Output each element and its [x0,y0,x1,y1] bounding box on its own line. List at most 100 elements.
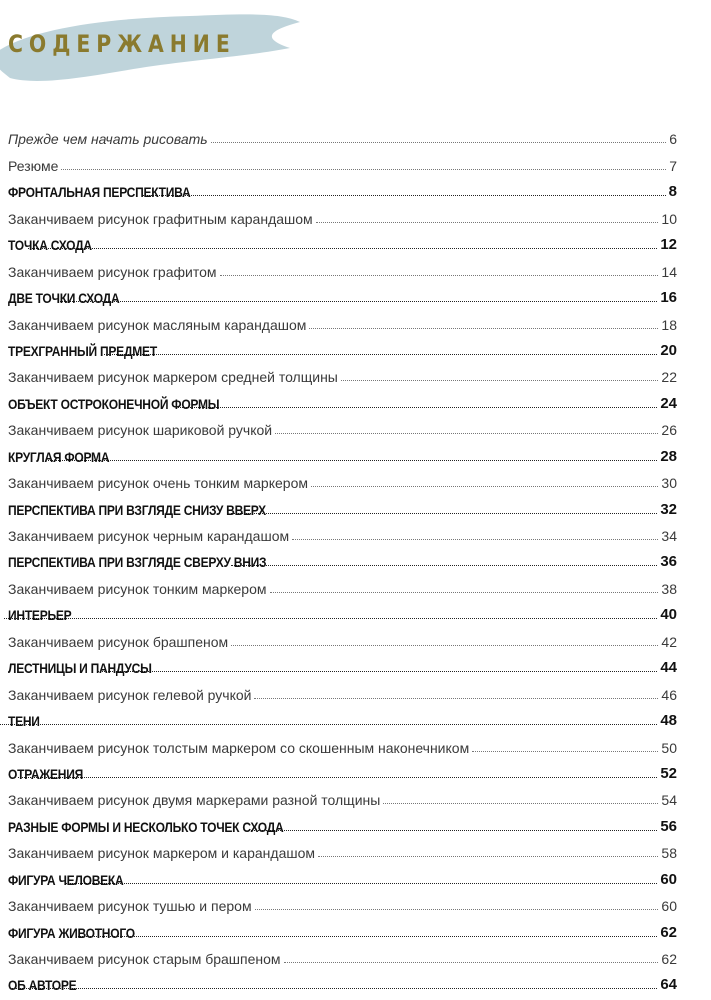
toc-section-entry[interactable]: КРУГЛАЯ ФОРМА 28 [8,438,677,465]
dot-leader [310,486,659,488]
dot-leader [78,935,658,937]
dot-leader [10,988,658,990]
toc-entry[interactable]: Заканчиваем рисунок черным карандашом 34 [8,518,677,544]
entry-title: Заканчиваем рисунок двумя маркерами разн… [8,792,381,809]
dot-leader [219,274,659,276]
toc-section-entry[interactable]: ПЕРСПЕКТИВА ПРИ ВЗГЛЯДЕ СНИЗУ ВВЕРХ 32 [8,491,677,518]
toc-entry[interactable]: Заканчиваем рисунок двумя маркерами разн… [8,782,677,808]
entry-title: Заканчиваем рисунок графитным карандашом [8,210,313,227]
entry-title: Заканчиваем рисунок графитом [8,263,217,280]
entry-title: ИНТЕРЬЕР [8,607,72,624]
toc-section-entry[interactable]: ОБ АВТОРЕ 64 [8,967,677,993]
page-number: 12 [660,236,677,254]
dot-leader [61,168,667,170]
toc-section-entry[interactable]: ЛЕСТНИЦЫ И ПАНДУСЫ 44 [8,650,677,676]
entry-title: ФИГУРА ЧЕЛОВЕКА [8,871,124,888]
toc-section-entry[interactable]: ТЕНИ 48 [0,703,677,729]
entry-title: ОБ АВТОРЕ [8,977,77,994]
toc-entry[interactable]: Прежде чем начать рисовать 6 [8,121,677,147]
dot-leader [254,909,659,911]
page-number: 40 [660,606,677,624]
toc-section-entry[interactable]: ОБЪЕКТ ОСТРОКОНЕЧНОЙ ФОРМЫ 24 [8,385,677,412]
entry-title: Заканчиваем рисунок черным карандашом [8,528,290,544]
toc-entry[interactable]: Заканчиваем рисунок масляным карандашом 1… [8,306,677,333]
toc-section-entry[interactable]: РАЗНЫЕ ФОРМЫ И НЕСКОЛЬКО ТОЧЕК СХОДА 56 [8,808,677,835]
toc-section-entry[interactable]: ФИГУРА ЧЕЛОВЕКА 60 [8,861,677,888]
toc-section-entry[interactable]: ФРОНТАЛЬНАЯ ПЕРСПЕКТИВА 8 [8,174,677,200]
dot-leader [251,829,658,831]
toc-section-entry[interactable]: ДВЕ ТОЧКИ СХОДА 16 [8,280,677,306]
dot-leader [309,327,659,329]
dot-leader [340,380,659,382]
entry-title: Заканчиваем рисунок толстым маркером со … [8,739,470,756]
entry-title: Заканчиваем рисунок масляным карандашом [8,316,307,333]
toc-section-entry[interactable]: ОТРАЖЕНИЯ 52 [8,756,677,782]
page-number: 54 [661,792,677,809]
entry-title: ФИГУРА ЖИВОТНОГО [8,924,135,941]
page-number: 56 [660,817,677,835]
page-number: 62 [660,923,677,941]
dot-leader [0,724,658,726]
entry-title: Заканчиваем рисунок очень тонким маркеро… [8,475,308,492]
page-number: 38 [661,580,677,597]
page-number: 26 [661,422,677,439]
toc-entry[interactable]: Заканчиваем рисунок маркером средней тол… [8,359,677,385]
table-of-contents: Прежде чем начать рисовать 6 Резюме 7 ФРОНТА… [0,121,677,993]
toc-entry[interactable]: Заканчиваем рисунок очень тонким маркеро… [8,465,677,491]
toc-entry[interactable]: Заканчиваем рисунок маркером и карандашо… [8,835,677,861]
dot-leader [4,618,658,620]
entry-title: Заканчиваем рисунок старым брашпеном [8,951,281,967]
entry-title: Заканчиваем рисунок маркером и карандашо… [8,845,315,862]
toc-entry[interactable]: Резюме 7 [8,147,677,174]
toc-entry[interactable]: Заканчиваем рисунок графитным карандашом… [8,200,677,227]
entry-title: ДВЕ ТОЧКИ СХОДА [8,290,120,307]
toc-section-entry[interactable]: ИНТЕРЬЕР 40 [4,597,677,624]
dot-leader [472,750,659,752]
toc-entry[interactable]: Заканчиваем рисунок графитом 14 [8,253,677,280]
toc-entry[interactable]: Заканчиваем рисунок тонким маркером 38 [8,570,677,597]
entry-title: Прежде чем начать рисовать [8,131,208,148]
dot-leader [269,591,659,593]
dot-leader [231,565,658,567]
page-number: 20 [660,341,677,359]
toc-section-entry[interactable]: ПЕРСПЕКТИВА ПРИ ВЗГЛЯДЕ СВЕРХУ ВНИЗ 36 [8,544,677,570]
toc-section-entry[interactable]: ФИГУРА ЖИВОТНОГО 62 [8,914,677,941]
toc-section-entry[interactable]: ТРЕХГРАННЫЙ ПРЕДМЕТ 20 [8,333,677,359]
dot-leader [103,353,658,355]
toc-entry[interactable]: Заканчиваем рисунок гелевой ручкой 46 [8,676,677,703]
page-number: 22 [661,369,677,386]
entry-title: Заканчиваем рисунок маркером средней тол… [8,369,338,386]
toc-entry[interactable]: Заканчиваем рисунок шариковой ручкой 26 [8,412,677,438]
page-number: 14 [661,263,677,280]
toc-section-entry[interactable]: ТОЧКА СХОДА 12 [8,227,677,253]
entry-title: КРУГЛАЯ ФОРМА [8,448,110,465]
entry-title: Заканчиваем рисунок тушью и пером [8,898,252,915]
dot-leader [17,776,658,778]
page-number: 34 [661,528,677,544]
dot-leader [97,671,658,673]
page-number: 16 [660,289,677,307]
page-number: 62 [661,951,677,967]
page-number: 8 [668,183,677,201]
toc-entry[interactable]: Заканчиваем рисунок тушью и пером 60 [8,888,677,914]
page-number: 32 [660,500,677,518]
toc-entry[interactable]: Заканчиваем рисунок брашпеном 42 [8,623,677,650]
toc-entry[interactable]: Заканчиваем рисунок старым брашпеном 62 [8,941,677,967]
page-number: 6 [669,131,677,148]
toc-entry[interactable]: Заканчиваем рисунок толстым маркером со … [8,729,677,756]
page-number: 24 [660,394,677,412]
entry-title: ОТРАЖЕНИЯ [8,765,83,782]
dot-leader [28,248,658,250]
page-number: 46 [661,686,677,703]
page-number: 60 [661,898,677,915]
entry-title: ПЕРСПЕКТИВА ПРИ ВЗГЛЯДЕ СВЕРХУ ВНИЗ [8,554,267,571]
dot-leader [318,856,659,858]
page-number: 30 [661,475,677,492]
dot-leader [292,539,659,540]
page-number: 44 [660,659,677,677]
dot-leader [275,433,659,435]
page-number: 60 [660,870,677,888]
entry-title: ФРОНТАЛЬНАЯ ПЕРСПЕКТИВА [8,184,191,201]
entry-title: Заканчиваем рисунок шариковой ручкой [8,422,273,439]
entry-title: ОБЪЕКТ ОСТРОКОНЕЧНОЙ ФОРМЫ [8,395,220,412]
